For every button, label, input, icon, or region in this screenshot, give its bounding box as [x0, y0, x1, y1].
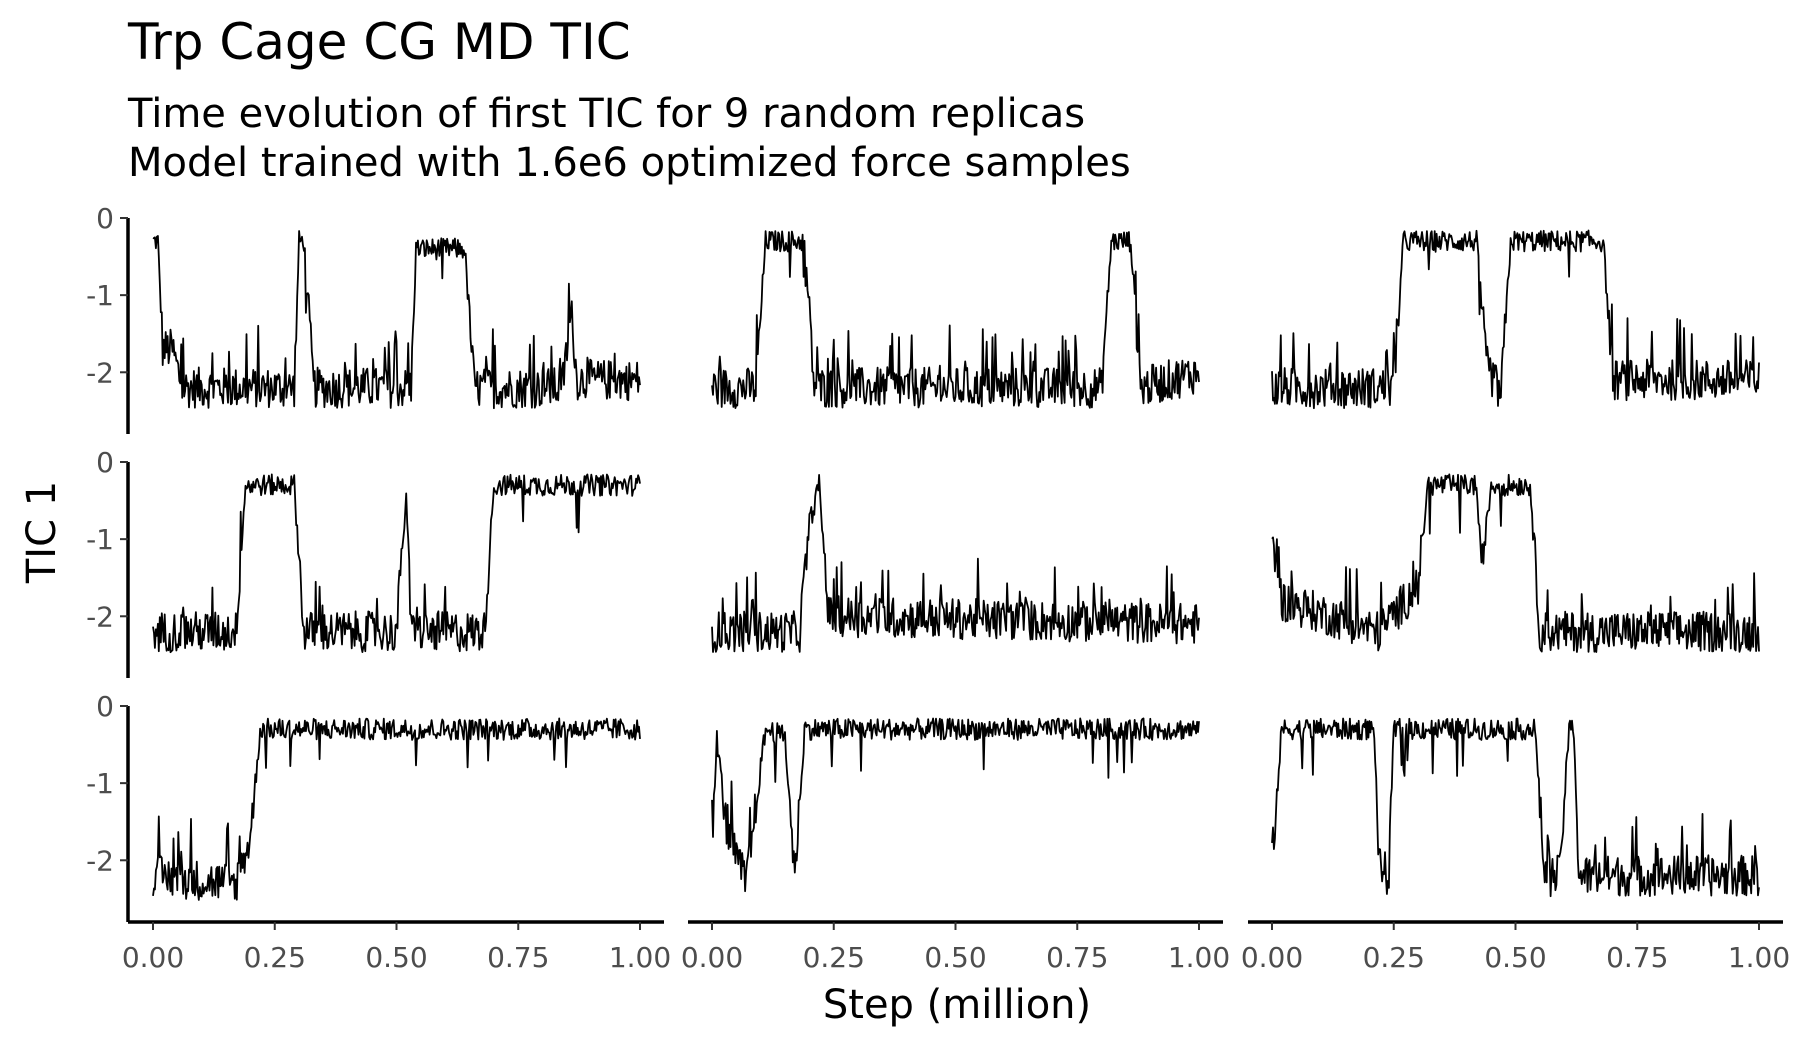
- replica-line-8: [711, 717, 1200, 893]
- x-tick-label: 0.50: [924, 941, 986, 974]
- x-tick-label: 0.50: [365, 941, 427, 974]
- replica-line-6: [1271, 473, 1760, 653]
- x-tick-label: 0.75: [487, 941, 549, 974]
- x-tick-label: 0.75: [1046, 941, 1108, 974]
- replica-line-9: [1271, 717, 1760, 898]
- chart-title: Trp Cage CG MD TIC: [128, 13, 631, 71]
- x-tick-label: 0.25: [1363, 941, 1425, 974]
- replica-line-3: [1271, 229, 1760, 410]
- x-tick-label: 1.00: [1168, 941, 1230, 974]
- x-tick-label: 0.25: [244, 941, 306, 974]
- x-tick-label: 0.75: [1606, 941, 1668, 974]
- x-tick-label: 0.25: [803, 941, 865, 974]
- replica-line-7: [152, 717, 641, 901]
- chart-subtitle-line-2: Model trained with 1.6e6 optimized force…: [128, 140, 1131, 186]
- replica-line-1: [152, 230, 641, 410]
- x-tick-label: 0.50: [1484, 941, 1546, 974]
- facet-panels: 0 -1 -2 0 -1 -2 0 -1 -2 0.00 0.25 0.50 0.75 1.00 0.00 0…: [86, 202, 1790, 974]
- y-tick-label: -1: [86, 767, 114, 800]
- y-tick-label: 0: [96, 690, 114, 723]
- x-tick-label: 0.00: [681, 941, 743, 974]
- x-tick-label: 1.00: [1728, 941, 1790, 974]
- y-tick-label: 0: [96, 446, 114, 479]
- x-tick-label: 1.00: [609, 941, 671, 974]
- x-tick-label: 0.00: [1241, 941, 1303, 974]
- replica-line-2: [711, 230, 1200, 409]
- y-tick-label: 0: [96, 202, 114, 235]
- x-axis-label: Step (million): [823, 982, 1091, 1028]
- y-tick-label: -1: [86, 523, 114, 556]
- replica-line-5: [711, 474, 1200, 653]
- y-tick-label: -2: [86, 844, 114, 877]
- y-axis-label: TIC 1: [19, 481, 65, 584]
- y-tick-label: -1: [86, 279, 114, 312]
- y-tick-label: -2: [86, 600, 114, 633]
- x-tick-label: 0.00: [122, 941, 184, 974]
- chart-subtitle-line-1: Time evolution of first TIC for 9 random…: [128, 91, 1086, 137]
- y-tick-label: -2: [86, 356, 114, 389]
- replica-line-4: [152, 473, 641, 654]
